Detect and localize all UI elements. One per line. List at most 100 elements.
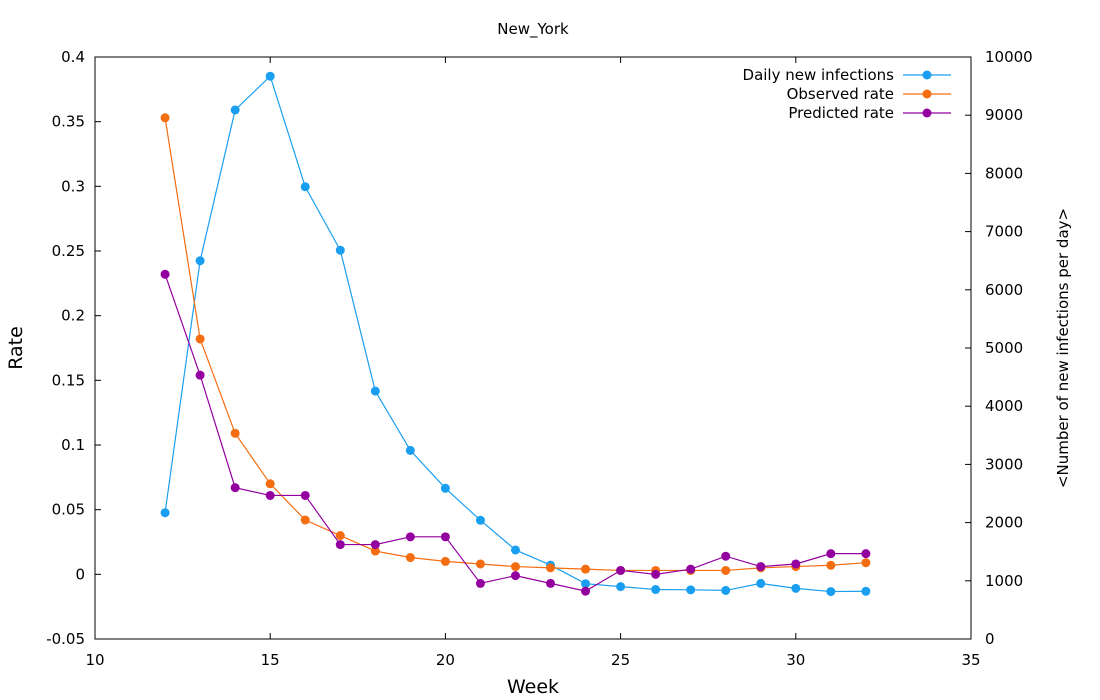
data-point — [195, 370, 205, 380]
data-point — [475, 515, 485, 525]
data-point — [721, 565, 731, 575]
data-point — [826, 549, 836, 559]
data-point — [405, 445, 415, 455]
plot-frame — [94, 56, 972, 640]
y2-tick-label: 0 — [985, 630, 995, 648]
legend-label: Daily new infections — [743, 66, 895, 84]
y2-tick-label: 2000 — [985, 514, 1023, 532]
data-point — [651, 585, 661, 595]
y-tick-label: 0.1 — [61, 436, 85, 454]
y2-tick-label: 3000 — [985, 455, 1023, 473]
data-point — [510, 562, 520, 572]
chart-title: New_York — [497, 20, 569, 39]
y-tick-label: 0.05 — [52, 501, 85, 519]
data-point — [861, 549, 871, 559]
data-point — [230, 483, 240, 493]
data-point — [475, 559, 485, 569]
y2-axis-title: <Number of new infections per day> — [1054, 208, 1072, 488]
y-tick-label: 0.25 — [52, 242, 85, 260]
data-point — [581, 564, 591, 574]
legend-label: Predicted rate — [788, 104, 894, 122]
data-point — [370, 540, 380, 550]
series-line — [164, 75, 866, 593]
data-point — [546, 578, 556, 588]
data-point — [546, 563, 556, 573]
data-point — [265, 490, 275, 500]
data-point — [300, 182, 310, 192]
legend-marker — [922, 70, 932, 80]
data-point — [791, 583, 801, 593]
data-point — [265, 71, 275, 81]
data-point — [335, 540, 345, 550]
series-line — [164, 274, 866, 592]
data-point — [861, 558, 871, 568]
x-tick-label: 10 — [85, 651, 104, 669]
data-point — [756, 578, 766, 588]
data-point — [370, 546, 380, 556]
series-observed-rate — [160, 113, 871, 575]
data-point — [440, 532, 450, 542]
series-daily-new-infections — [160, 71, 871, 597]
x-tick-label: 15 — [261, 651, 280, 669]
y2-tick-label: 8000 — [985, 164, 1023, 182]
data-point — [265, 479, 275, 489]
data-point — [791, 559, 801, 569]
data-point — [230, 105, 240, 115]
data-point — [160, 508, 170, 518]
data-point — [581, 586, 591, 596]
y-tick-label: 0.2 — [61, 307, 85, 325]
data-point — [686, 564, 696, 574]
data-point — [756, 562, 766, 572]
x-tick-label: 30 — [786, 651, 805, 669]
x-tick-label: 20 — [436, 651, 455, 669]
data-point — [230, 428, 240, 438]
y-tick-label: 0.4 — [61, 48, 85, 66]
data-point — [721, 551, 731, 561]
y-tick-label: 0 — [75, 565, 85, 583]
data-point — [616, 565, 626, 575]
data-point — [861, 586, 871, 596]
legend-marker — [922, 89, 932, 99]
y2-tick-label: 7000 — [985, 223, 1023, 241]
data-point — [826, 560, 836, 570]
data-point — [195, 256, 205, 266]
data-point — [405, 553, 415, 563]
data-point — [651, 569, 661, 579]
data-point — [686, 585, 696, 595]
data-point — [195, 334, 205, 344]
data-point — [300, 490, 310, 500]
y-tick-label: 0.35 — [52, 113, 85, 131]
data-point — [370, 386, 380, 396]
data-point — [510, 571, 520, 581]
data-point — [300, 515, 310, 525]
data-point — [160, 113, 170, 123]
data-point — [826, 587, 836, 597]
data-point — [160, 269, 170, 279]
series-line — [164, 117, 866, 572]
data-point — [581, 579, 591, 589]
y-axis-title: Rate — [5, 326, 27, 370]
data-point — [405, 532, 415, 542]
y2-tick-label: 9000 — [985, 106, 1023, 124]
legend-label: Observed rate — [787, 85, 894, 103]
data-point — [616, 582, 626, 592]
data-point — [440, 483, 450, 493]
legend-marker — [922, 108, 932, 118]
y-tick-label: -0.05 — [46, 630, 85, 648]
data-point — [475, 578, 485, 588]
y-axis-right: 0 1000 2000 3000 4000 5000 6000 7000 8000 9000 100… — [965, 48, 1033, 648]
y-tick-label: 0.3 — [61, 177, 85, 195]
y2-tick-label: 4000 — [985, 397, 1023, 415]
y-tick-label: 0.15 — [52, 371, 85, 389]
x-tick-label: 25 — [611, 651, 630, 669]
y2-tick-label: 10000 — [985, 48, 1033, 66]
x-axis-title: Week — [507, 676, 559, 698]
data-point — [510, 545, 520, 555]
data-point — [721, 585, 731, 595]
x-axis: 10 15 20 25 30 35 — [85, 57, 981, 669]
data-point — [335, 245, 345, 255]
x-tick-label: 35 — [961, 651, 980, 669]
y-axis-left: -0.05 0 0.05 0.1 0.15 0.2 0.25 0.3 0.35 0.4 — [46, 48, 101, 648]
data-point — [335, 531, 345, 541]
